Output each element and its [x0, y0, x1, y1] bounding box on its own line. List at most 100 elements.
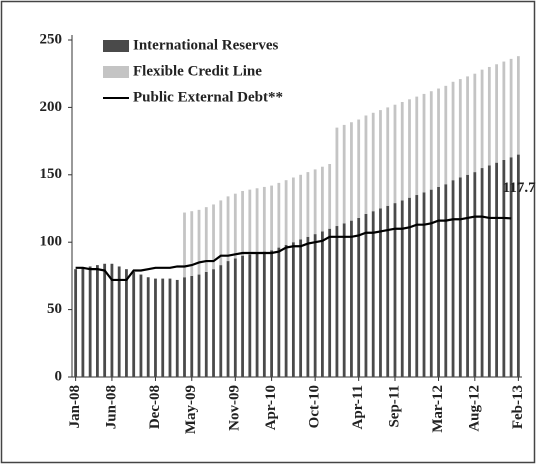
bar [88, 266, 92, 377]
bar [458, 177, 462, 377]
bar [371, 211, 375, 377]
x-tick-label: Jan-08 [67, 385, 83, 428]
bar [350, 220, 353, 377]
bar [509, 157, 513, 377]
legend-swatch [103, 66, 129, 78]
bar [379, 110, 382, 209]
line [75, 215, 512, 282]
bar [415, 195, 419, 377]
bar [277, 182, 281, 248]
bar [125, 269, 128, 377]
bar [103, 263, 107, 377]
bar [473, 73, 477, 173]
bar [321, 166, 324, 232]
bar [364, 115, 368, 214]
bar [357, 217, 361, 377]
bar [255, 188, 259, 253]
bar [422, 192, 426, 377]
bar [139, 274, 143, 377]
bar [480, 168, 484, 377]
bar [451, 180, 455, 377]
bar [132, 271, 136, 377]
legend-label: Public External Debt** [133, 89, 283, 105]
bar [262, 251, 266, 377]
bar [422, 93, 426, 193]
bar [350, 122, 353, 221]
bar [321, 231, 324, 377]
bar [516, 154, 520, 377]
y-tick-label: 150 [40, 166, 63, 182]
bar [262, 186, 266, 252]
bar [415, 96, 419, 196]
bar [299, 174, 303, 240]
x-tick-label: Dec-08 [147, 385, 163, 429]
bar [81, 267, 85, 377]
bar [400, 200, 404, 377]
bar [270, 185, 273, 251]
bar [284, 244, 288, 377]
bar [466, 174, 469, 377]
bar [306, 236, 310, 377]
y-tick-label: 50 [47, 301, 62, 317]
legend-swatch [103, 40, 129, 52]
bar [357, 119, 361, 218]
bar [190, 275, 194, 377]
bar [473, 172, 477, 377]
x-tick-label: Feb-13 [510, 385, 526, 429]
bar [154, 278, 157, 377]
x-tick-label: Oct-10 [307, 385, 323, 428]
x-tick-label: Jun-08 [103, 385, 119, 429]
bar [444, 184, 448, 377]
bar [270, 250, 273, 377]
bar [291, 177, 295, 243]
bar [487, 165, 491, 377]
bar [386, 107, 390, 206]
bar [306, 172, 310, 237]
bar [212, 204, 215, 270]
bar [509, 58, 513, 158]
legend-label: International Reserves [133, 37, 279, 53]
x-tick-label: Apr-11 [350, 385, 366, 429]
bar [219, 265, 223, 377]
x-tick-label: Mar-12 [430, 385, 446, 433]
bar [335, 226, 339, 377]
bar [393, 104, 397, 204]
bar [212, 269, 215, 377]
bar [233, 258, 237, 377]
bar [335, 127, 339, 227]
bar [175, 279, 179, 377]
x-tick-label: Sep-11 [386, 385, 402, 428]
y-tick-label: 0 [55, 368, 63, 384]
bar [96, 265, 99, 377]
bar [437, 88, 440, 187]
bar [429, 91, 433, 190]
bar [313, 234, 317, 377]
data-label: 117.7 [503, 180, 536, 196]
bar [183, 212, 186, 278]
bar [379, 208, 382, 377]
bar [313, 169, 317, 235]
x-tick-label: Apr-10 [263, 385, 279, 430]
bar [466, 76, 469, 175]
bar [168, 278, 172, 377]
bar [408, 99, 411, 198]
bar [197, 274, 201, 377]
bar [342, 223, 346, 377]
bar [226, 196, 230, 262]
bar [516, 56, 520, 155]
bar [408, 197, 411, 377]
bar [429, 189, 433, 377]
bar [386, 205, 390, 377]
x-tick-label: May-09 [183, 385, 199, 434]
bar [299, 239, 303, 377]
bar [495, 162, 498, 377]
x-tick-label: Nov-09 [227, 385, 243, 431]
bar [248, 254, 252, 377]
bar [437, 186, 440, 377]
bar [255, 252, 259, 377]
legend-label: Flexible Credit Line [133, 63, 262, 79]
bar [400, 102, 404, 201]
bar [284, 180, 288, 245]
bar [219, 200, 223, 266]
